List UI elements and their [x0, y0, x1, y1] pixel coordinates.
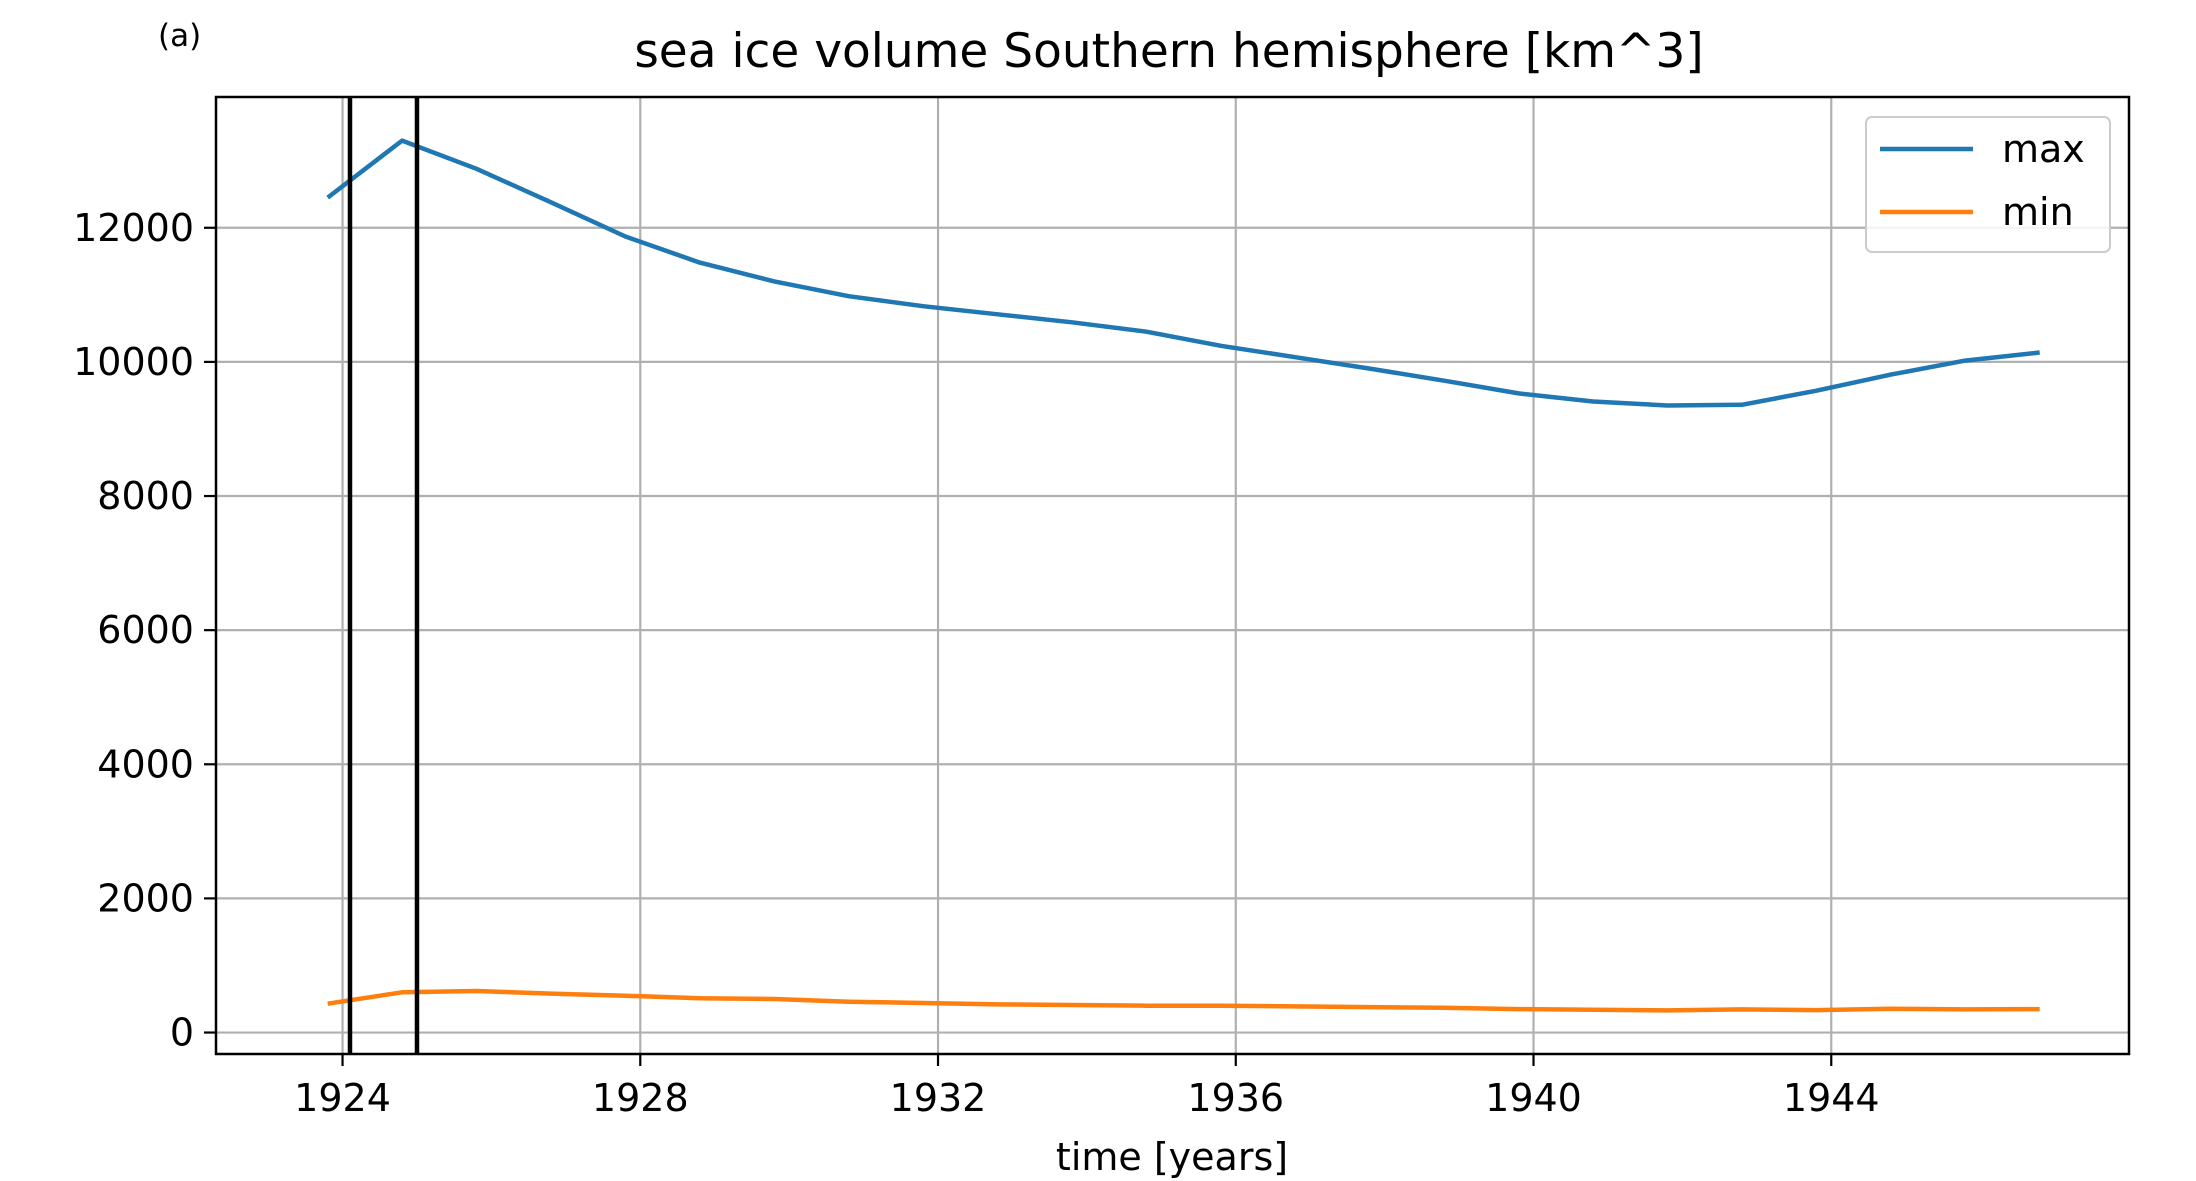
legend-label-max: max — [2002, 127, 2085, 171]
x-tick-label: 1944 — [1783, 1076, 1880, 1120]
chart-title: sea ice volume Southern hemisphere [km^3… — [634, 24, 1703, 79]
grid — [216, 97, 2129, 1054]
vertical-markers — [347, 97, 420, 1054]
x-axis-label: time [years] — [1056, 1135, 1288, 1179]
x-tick-label: 1928 — [592, 1076, 689, 1120]
y-tick-label: 8000 — [97, 474, 194, 518]
y-tick-label: 6000 — [97, 608, 194, 652]
x-tick-label: 1936 — [1187, 1076, 1284, 1120]
y-tick-label: 2000 — [97, 876, 194, 920]
x-tick-label: 1940 — [1485, 1076, 1582, 1120]
y-tick-label: 0 — [170, 1011, 194, 1055]
panel-label: (a) — [158, 18, 201, 54]
series-line-max — [326, 138, 2040, 408]
y-tick-label: 4000 — [97, 742, 194, 786]
plot-area — [214, 95, 2131, 1056]
y-tick-label: 10000 — [73, 340, 194, 384]
y-tick-label: 12000 — [73, 206, 194, 250]
series-line-min — [327, 988, 2040, 1013]
y-axis: 0 2000 4000 6000 8000 10000 12000 — [73, 206, 216, 1055]
legend-label-min: min — [2002, 190, 2074, 234]
series-layer — [326, 138, 2040, 1013]
legend: max min — [1865, 116, 2111, 253]
x-axis: 1924 1928 1932 1936 1940 1944 — [294, 1054, 1880, 1120]
x-tick-label: 1924 — [294, 1076, 391, 1120]
x-tick-label: 1932 — [890, 1076, 987, 1120]
